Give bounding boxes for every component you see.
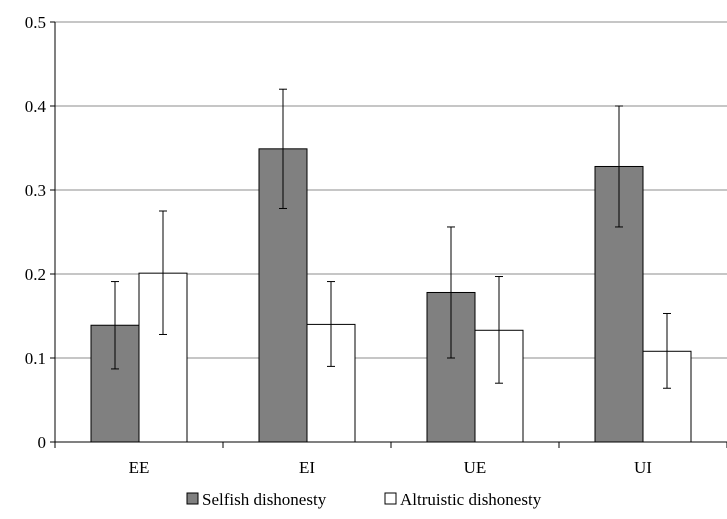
error-bars-layer [111,88,671,389]
error-bar [111,281,119,370]
legend-label: Selfish dishonesty [202,490,327,509]
error-bar [327,281,335,367]
legend: Selfish dishonesty Altruistic dishonesty [186,490,542,509]
x-category-label: UI [634,458,652,477]
x-category-label: EE [129,458,150,477]
y-tick-label: 0.2 [25,265,46,284]
error-bar [279,88,287,209]
error-bar [447,226,455,359]
bars-layer [90,148,692,443]
error-bar [495,276,503,384]
axis-layer: 0 0.1 0.2 0.3 0.4 0.5 EE EI UE UI [25,13,727,477]
legend-swatch [384,492,397,505]
error-bar [663,312,671,389]
legend-item: Selfish dishonesty [186,490,327,509]
error-bar [159,210,167,335]
legend-label: Altruistic dishonesty [400,490,542,509]
legend-swatch [186,492,199,505]
x-category-label: EI [299,458,315,477]
y-tick-label: 0 [38,433,47,452]
y-tick-label: 0.3 [25,181,46,200]
y-tick-label: 0.4 [25,97,47,116]
error-bar [615,105,623,228]
legend-item: Altruistic dishonesty [384,490,542,509]
y-tick-label: 0.1 [25,349,46,368]
x-category-label: UE [464,458,487,477]
y-tick-label: 0.5 [25,13,46,32]
